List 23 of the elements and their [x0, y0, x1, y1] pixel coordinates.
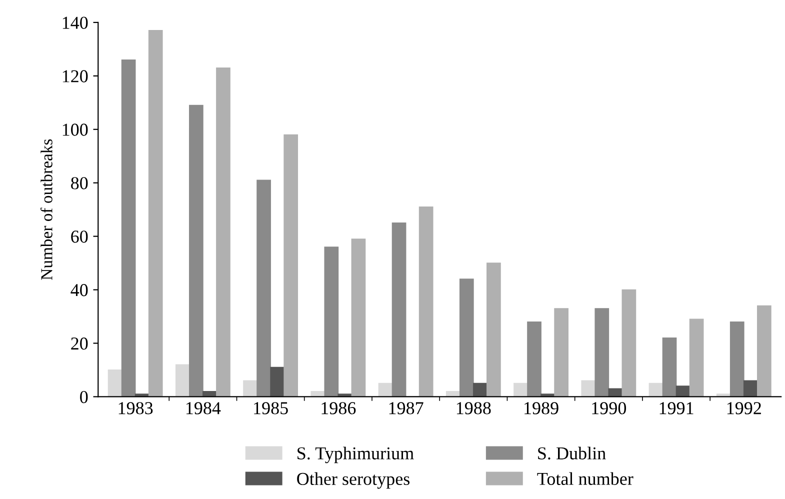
x-tick-label: 1987	[389, 402, 424, 414]
x-tick-label: 1992	[727, 402, 761, 414]
y-tick-label: 0	[80, 390, 88, 404]
y-tick-label: 20	[71, 338, 88, 350]
y-axis-title: Number of outbreaks	[40, 139, 52, 280]
y-tick-label: 40	[70, 284, 88, 296]
x-tick-label: 1989	[524, 402, 558, 414]
x-tick-label: 1991	[660, 402, 694, 414]
legend-label: Other serotypes	[297, 472, 410, 489]
x-tick-label: 1984	[186, 402, 221, 414]
legend-label: S. Dublin	[538, 446, 606, 460]
legend-label: Total number	[537, 472, 634, 485]
legend-label: S. Typhimurium	[298, 446, 414, 464]
x-tick-label: 1985	[254, 402, 288, 414]
y-tick-label: 100	[62, 124, 88, 136]
x-tick-label: 1986	[322, 402, 356, 414]
y-tick-label: 120	[62, 70, 88, 82]
y-tick-label: 60	[71, 230, 88, 243]
x-tick-label: 1988	[456, 402, 491, 414]
y-tick-label: 140	[62, 16, 88, 29]
x-tick-label: 1990	[592, 402, 626, 414]
y-tick-label: 80	[71, 177, 88, 190]
x-tick-label: 1983	[118, 402, 153, 414]
